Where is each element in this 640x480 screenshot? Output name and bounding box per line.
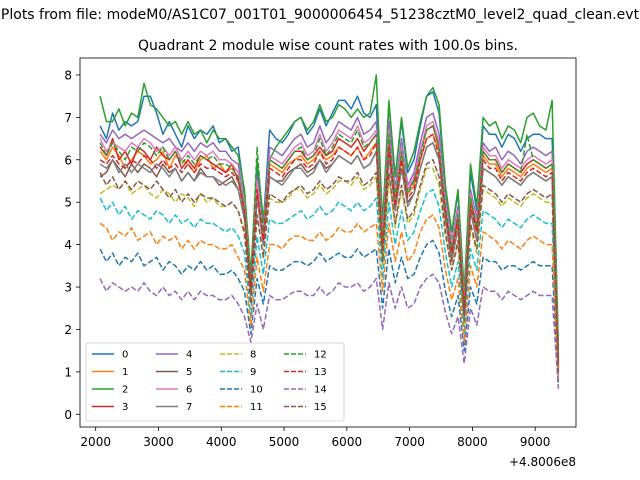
legend-label-7: 7: [186, 402, 192, 413]
x-tick-label: 4000: [206, 435, 237, 449]
y-tick-label: 8: [64, 68, 72, 82]
series-line-13: [99, 133, 560, 364]
legend-label-13: 13: [314, 367, 327, 378]
series-layer: [99, 74, 560, 389]
legend-label-10: 10: [250, 385, 263, 396]
legend-label-4: 4: [186, 350, 192, 361]
y-tick-label: 3: [64, 281, 72, 295]
x-axis: 2000 3000 4000 5000 6000 7000 8000 9000: [80, 427, 550, 449]
x-tick-label: 2000: [80, 435, 111, 449]
legend-label-5: 5: [186, 367, 192, 378]
x-tick-label: 7000: [394, 435, 425, 449]
series-line-15: [99, 159, 560, 372]
y-tick-label: 0: [64, 408, 72, 422]
legend-box: [85, 342, 345, 422]
legend-label-9: 9: [250, 367, 256, 378]
y-tick-label: 2: [64, 323, 72, 337]
y-tick-label: 6: [64, 153, 72, 167]
series-line-9: [99, 188, 560, 377]
legend-label-0: 0: [122, 350, 128, 361]
x-tick-label: 3000: [143, 435, 174, 449]
chart-title: Quadrant 2 module wise count rates with …: [138, 38, 518, 54]
y-tick-label: 4: [64, 238, 72, 252]
x-tick-label: 9000: [520, 435, 551, 449]
plot-frame: [79, 57, 577, 428]
legend-label-15: 15: [314, 402, 327, 413]
x-tick-label: 6000: [332, 435, 363, 449]
legend-label-2: 2: [122, 385, 128, 396]
legend-label-3: 3: [122, 402, 128, 413]
y-tick-label: 7: [64, 111, 72, 125]
y-tick-label: 5: [64, 196, 72, 210]
x-offset-label: +4.8006e8: [509, 455, 576, 469]
x-tick-label: 5000: [269, 435, 300, 449]
legend-label-14: 14: [314, 385, 327, 396]
series-line-2: [99, 74, 560, 347]
legend-label-12: 12: [314, 350, 327, 361]
series-line-11: [99, 214, 560, 381]
y-axis: 0 1 2 3 4 5 6 7 8: [64, 68, 80, 422]
series-line-10: [99, 239, 560, 385]
figure-suptitle: Plots from file: modeM0/AS1C07_001T01_90…: [1, 7, 640, 23]
y-tick-label: 1: [64, 365, 72, 379]
legend-label-1: 1: [122, 367, 128, 378]
legend-label-8: 8: [250, 350, 256, 361]
x-tick-label: 8000: [457, 435, 488, 449]
legend-label-6: 6: [186, 385, 192, 396]
legend-label-11: 11: [250, 402, 263, 413]
series-line-14: [99, 273, 560, 389]
